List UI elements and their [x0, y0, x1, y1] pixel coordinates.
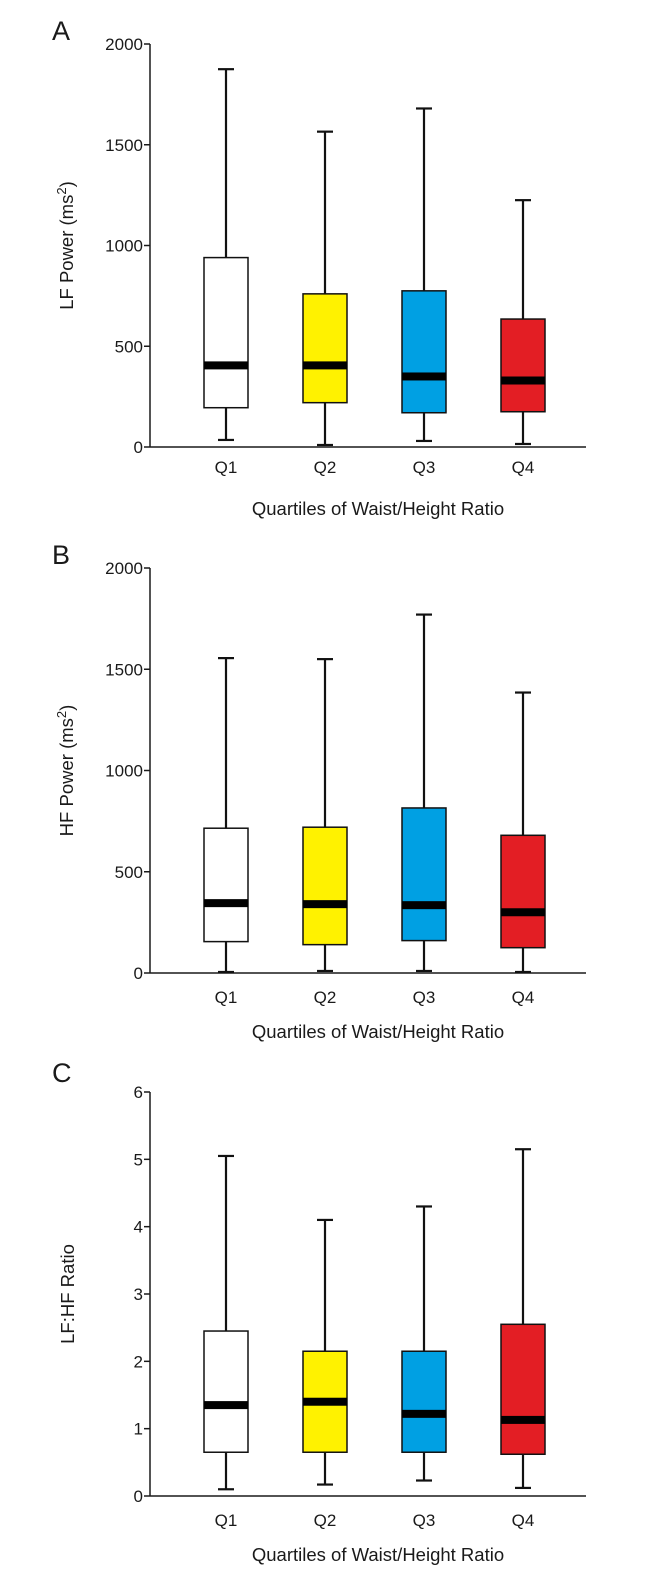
box-q2	[302, 658, 348, 973]
median-bar	[204, 361, 248, 370]
x-tick-label: Q3	[413, 1511, 436, 1530]
y-tick-label: 1000	[105, 762, 143, 781]
chart-panel-b: B 0 500 1000 1500 2000 HF Power (ms2) Q1 Q2 Q3 Q4 Q…	[52, 540, 586, 1042]
y-tick-label: 2000	[105, 35, 143, 54]
y-axis-title: LF Power (ms2)	[54, 181, 77, 310]
y-tick-label: 2	[134, 1352, 143, 1371]
y-tick-label: 500	[115, 337, 143, 356]
y-tick-label: 6	[134, 1083, 143, 1102]
x-tick-label: Q1	[215, 458, 238, 477]
y-tick-label: 1000	[105, 237, 143, 256]
y-axis-title-text: LF Power (ms	[56, 195, 77, 310]
chart-panel-a: A 0 500 1000 1500 2000 LF Power (ms2) Q1 Q2 Q3 Q4 Q…	[52, 16, 586, 519]
y-axis-title-end: )	[56, 705, 77, 711]
y-tick-label: 5	[134, 1150, 143, 1169]
y-axis-title-superscript: 2	[54, 187, 69, 194]
y-tick-label: 2000	[105, 559, 143, 578]
iqr-box	[401, 807, 447, 942]
median-bar	[303, 1397, 347, 1406]
panel-letter: B	[52, 540, 70, 570]
median-bar	[402, 901, 446, 910]
y-tick-label: 1500	[105, 660, 143, 679]
box-q1	[203, 68, 249, 442]
y-axis-title-superscript: 2	[54, 711, 69, 718]
box-q2	[302, 130, 348, 447]
iqr-box	[203, 256, 249, 409]
median-bar	[501, 1415, 545, 1424]
box-q3	[401, 107, 447, 443]
box-q3	[401, 1205, 447, 1482]
x-tick-label: Q4	[512, 1511, 535, 1530]
y-tick-label: 4	[134, 1218, 143, 1237]
x-axis-title: Quartiles of Waist/Height Ratio	[252, 1021, 504, 1042]
iqr-box	[203, 827, 249, 943]
x-axis-title: Quartiles of Waist/Height Ratio	[252, 498, 504, 519]
y-axis-title: HF Power (ms2)	[54, 705, 77, 837]
x-axis-title: Quartiles of Waist/Height Ratio	[252, 1544, 504, 1565]
iqr-box	[203, 1330, 249, 1453]
median-bar	[303, 361, 347, 370]
y-tick-label: 0	[134, 438, 143, 457]
y-axis-title: LF:HF Ratio	[57, 1244, 78, 1344]
x-tick-label: Q1	[215, 988, 238, 1007]
median-bar	[402, 1409, 446, 1418]
y-tick-label: 1	[134, 1420, 143, 1439]
median-bar	[501, 908, 545, 917]
median-bar	[303, 900, 347, 909]
median-bar	[501, 376, 545, 385]
x-tick-label: Q3	[413, 988, 436, 1007]
x-tick-label: Q4	[512, 988, 535, 1007]
x-tick-label: Q2	[314, 1511, 337, 1530]
x-tick-label: Q2	[314, 988, 337, 1007]
median-bar	[204, 899, 248, 908]
iqr-box	[401, 1350, 447, 1453]
panel-letter: C	[52, 1058, 72, 1088]
iqr-box	[302, 826, 348, 946]
chart-panel-c: C 0 1 2 3 4 5 6 LF:HF Ratio Q1 Q2 Q3 Q4 Quartiles of …	[52, 1058, 586, 1565]
iqr-box	[500, 834, 546, 949]
box-q1	[203, 1154, 249, 1491]
y-axis-title-text: HF Power (ms	[56, 718, 77, 836]
iqr-box	[302, 293, 348, 404]
x-tick-label: Q2	[314, 458, 337, 477]
y-axis-title-text: LF:HF Ratio	[57, 1244, 78, 1344]
y-tick-label: 500	[115, 863, 143, 882]
iqr-box	[500, 1323, 546, 1456]
box-q4	[500, 199, 546, 446]
y-tick-label: 1500	[105, 136, 143, 155]
box-q4	[500, 1148, 546, 1490]
median-bar	[402, 372, 446, 381]
x-tick-label: Q4	[512, 458, 535, 477]
iqr-box	[500, 318, 546, 413]
box-q4	[500, 691, 546, 974]
panel-letter: A	[52, 16, 70, 46]
y-tick-label: 0	[134, 964, 143, 983]
iqr-box	[401, 290, 447, 414]
y-tick-label: 3	[134, 1285, 143, 1304]
y-tick-label: 0	[134, 1487, 143, 1506]
box-q2	[302, 1218, 348, 1486]
x-tick-label: Q1	[215, 1511, 238, 1530]
x-tick-label: Q3	[413, 458, 436, 477]
box-q1	[203, 657, 249, 974]
box-q3	[401, 613, 447, 973]
y-axis-title-end: )	[56, 181, 77, 187]
median-bar	[204, 1401, 248, 1410]
